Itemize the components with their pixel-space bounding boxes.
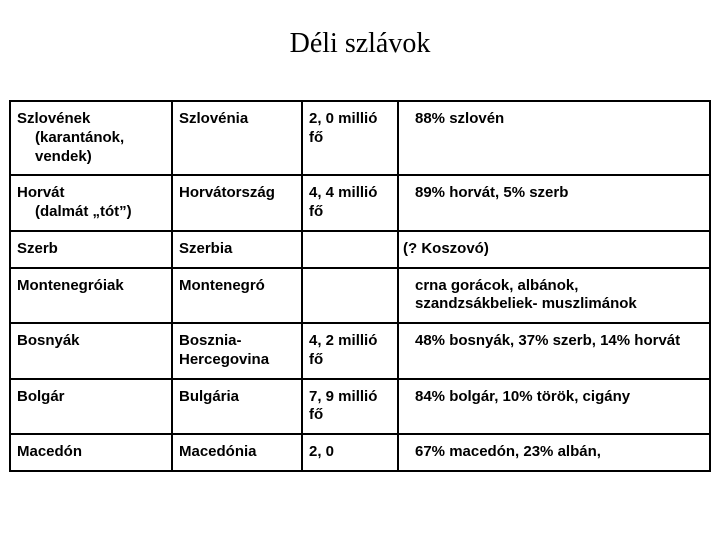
ethnic-text: 89% horvát, 5% szerb (403, 184, 703, 203)
table-row: Montenegróiak Montenegró crna gorácok, a… (10, 268, 710, 324)
cell-ethnic: 89% horvát, 5% szerb (398, 175, 710, 231)
cell-people: Horvát (dalmát „tót”) (10, 175, 172, 231)
ethnic-text: crna gorácok, albánok, szandzsákbeliek- … (403, 277, 703, 315)
page-title: Déli szlávok (0, 0, 720, 100)
cell-ethnic: 67% macedón, 23% albán, (398, 434, 710, 471)
cell-population (302, 231, 398, 268)
table-row: Bolgár Bulgária 7, 9 millió fő 84% bolgá… (10, 379, 710, 435)
cell-ethnic: 48% bosnyák, 37% szerb, 14% horvát (398, 323, 710, 379)
ethnic-text: 84% bolgár, 10% török, cigány (403, 388, 703, 407)
cell-people: Bolgár (10, 379, 172, 435)
cell-people: Szerb (10, 231, 172, 268)
ethnic-data-table: Szlovének (karantánok, vendek) Szlovénia… (9, 100, 711, 472)
table-row: Horvát (dalmát „tót”) Horvátország 4, 4 … (10, 175, 710, 231)
cell-people: Szlovének (karantánok, vendek) (10, 101, 172, 175)
cell-population: 4, 4 millió fő (302, 175, 398, 231)
cell-country: Montenegró (172, 268, 302, 324)
cell-country: Macedónia (172, 434, 302, 471)
cell-ethnic: 88% szlovén (398, 101, 710, 175)
people-main: Szlovének (17, 110, 90, 127)
cell-country: Szerbia (172, 231, 302, 268)
cell-population: 7, 9 millió fő (302, 379, 398, 435)
cell-ethnic: crna gorácok, albánok, szandzsákbeliek- … (398, 268, 710, 324)
people-sub: (dalmát „tót”) (17, 203, 165, 222)
people-main: Horvát (17, 184, 65, 201)
cell-population: 2, 0 millió fő (302, 101, 398, 175)
cell-population: 2, 0 (302, 434, 398, 471)
cell-population: 4, 2 millió fő (302, 323, 398, 379)
table-row: Bosnyák Bosznia-Hercegovina 4, 2 millió … (10, 323, 710, 379)
cell-country: Bosznia-Hercegovina (172, 323, 302, 379)
ethnic-text: 67% macedón, 23% albán, (403, 443, 703, 462)
cell-country: Bulgária (172, 379, 302, 435)
table-row: Szerb Szerbia (? Koszovó) (10, 231, 710, 268)
table-row: Macedón Macedónia 2, 0 67% macedón, 23% … (10, 434, 710, 471)
cell-people: Macedón (10, 434, 172, 471)
ethnic-text: 88% szlovén (403, 110, 703, 129)
table-row: Szlovének (karantánok, vendek) Szlovénia… (10, 101, 710, 175)
cell-population (302, 268, 398, 324)
ethnic-text: 48% bosnyák, 37% szerb, 14% horvát (403, 332, 703, 351)
cell-ethnic: (? Koszovó) (398, 231, 710, 268)
cell-people: Montenegróiak (10, 268, 172, 324)
cell-country: Horvátország (172, 175, 302, 231)
cell-country: Szlovénia (172, 101, 302, 175)
cell-ethnic: 84% bolgár, 10% török, cigány (398, 379, 710, 435)
page-root: Déli szlávok Szlovének (karantánok, vend… (0, 0, 720, 540)
cell-people: Bosnyák (10, 323, 172, 379)
people-sub: (karantánok, vendek) (17, 129, 165, 167)
